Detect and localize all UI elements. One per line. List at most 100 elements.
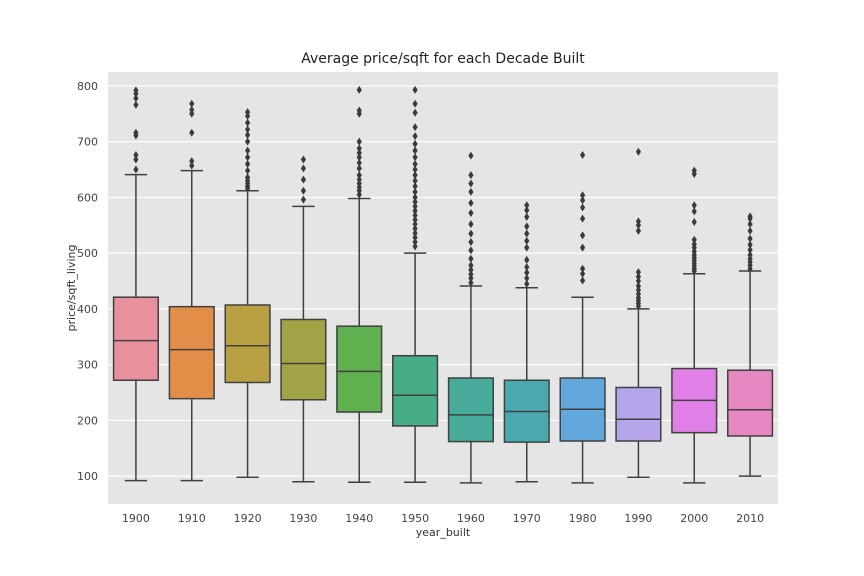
outlier-point [189, 105, 195, 114]
outlier-point [468, 171, 474, 180]
outlier-point [468, 179, 474, 188]
outlier-point [133, 100, 139, 109]
outlier-point [412, 85, 418, 94]
outlier-point [468, 198, 474, 207]
outlier-point [189, 157, 195, 166]
outlier-point [691, 207, 697, 216]
outlier-point [412, 215, 418, 224]
box-1930 [280, 155, 327, 483]
outlier-point [524, 229, 530, 238]
y-axis-ticks: 100 200 300 400 500 600 700 800 [77, 80, 98, 483]
box-1900 [112, 86, 160, 482]
outlier-point [189, 161, 195, 170]
y-tick-label: 200 [77, 414, 98, 427]
outlier-point [691, 240, 697, 249]
outlier-point [691, 201, 697, 210]
outlier-point [635, 217, 642, 226]
box-2000 [671, 166, 718, 484]
outlier-point [412, 206, 418, 215]
x-axis-ticks: 1900 1910 1920 1930 1940 1950 1960 1970 1980 1990… [122, 512, 764, 525]
outlier-point [412, 176, 418, 185]
outlier-point [635, 147, 642, 156]
x-tick-label: 1950 [401, 512, 429, 525]
x-tick-label: 1910 [178, 512, 206, 525]
x-tick-label: 2010 [736, 512, 764, 525]
outlier-point [579, 151, 586, 160]
outlier-point [468, 220, 474, 229]
outlier-point [244, 166, 251, 175]
outlier-point [412, 224, 418, 233]
outlier-point [635, 272, 642, 281]
outlier-point [524, 263, 530, 272]
outlier-point [524, 255, 530, 264]
outlier-point [412, 132, 418, 141]
outlier-point [189, 99, 195, 108]
outlier-point [356, 164, 362, 173]
box-1950 [392, 85, 439, 484]
outlier-point [133, 151, 139, 160]
outlier-point [524, 222, 530, 231]
outlier-point [747, 240, 753, 249]
outlier-point [635, 268, 642, 277]
outlier-point [412, 139, 418, 148]
y-tick-label: 800 [77, 80, 98, 93]
outlier-point [412, 238, 418, 247]
box-1920 [224, 108, 271, 478]
box-iqr [447, 377, 495, 443]
outlier-point [300, 155, 307, 164]
outlier-point [356, 106, 362, 115]
x-tick-label: 1960 [457, 512, 485, 525]
outlier-point [356, 85, 362, 94]
outlier-point [468, 261, 474, 270]
x-tick-label: 1940 [345, 512, 373, 525]
outlier-point [524, 243, 530, 252]
outlier-point [524, 268, 530, 277]
outlier-point [412, 220, 418, 229]
outlier-point [412, 242, 418, 251]
outlier-point [244, 130, 251, 139]
outlier-point [244, 108, 251, 117]
outlier-point [524, 201, 530, 210]
box-iqr [112, 296, 160, 382]
outlier-point [244, 137, 251, 146]
outlier-point [524, 274, 530, 283]
x-tick-label: 1980 [569, 512, 597, 525]
outlier-point [412, 182, 418, 191]
outlier-point [524, 212, 530, 221]
outlier-point [244, 146, 251, 155]
outlier-point [468, 187, 474, 196]
y-tick-label: 600 [77, 191, 98, 204]
outlier-point [747, 220, 753, 229]
outlier-point [579, 276, 586, 285]
outlier-point [412, 153, 418, 162]
y-tick-label: 400 [77, 303, 98, 316]
outlier-point [691, 166, 697, 175]
outlier-point [412, 108, 418, 117]
outlier-point [412, 165, 418, 174]
box-1910 [168, 99, 215, 482]
outlier-point [468, 270, 474, 279]
outlier-point [579, 214, 586, 223]
outlier-point [412, 187, 418, 196]
outlier-point [189, 128, 195, 137]
box-1940 [336, 85, 383, 484]
outlier-point [747, 245, 753, 254]
x-tick-label: 1990 [624, 512, 652, 525]
outlier-point [579, 243, 586, 252]
outlier-point [356, 137, 362, 146]
box-iqr [615, 386, 662, 442]
y-tick-label: 700 [77, 136, 98, 149]
outlier-point [356, 144, 362, 153]
outlier-point [356, 148, 362, 157]
outlier-point [579, 191, 586, 200]
x-axis-label: year_built [416, 526, 471, 539]
outlier-point [579, 203, 586, 212]
outlier-point [412, 193, 418, 202]
y-tick-label: 100 [77, 470, 98, 483]
box-1970 [503, 201, 550, 483]
x-tick-label: 2000 [680, 512, 708, 525]
outlier-point [133, 155, 139, 164]
outlier-point [468, 254, 474, 263]
outlier-point [356, 175, 362, 184]
outlier-point [244, 173, 251, 182]
